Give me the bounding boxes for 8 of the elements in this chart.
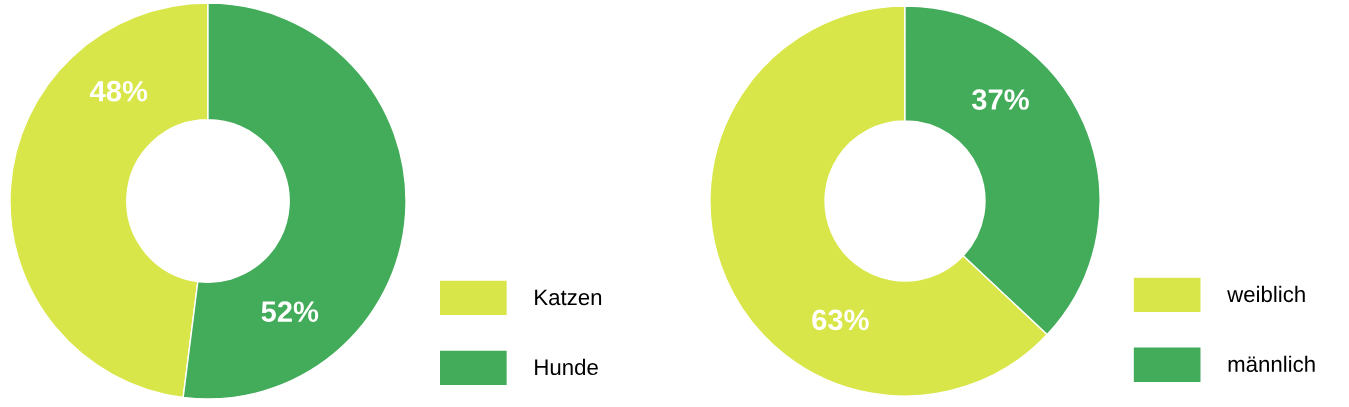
data-label: 37%	[971, 89, 1029, 110]
data-label: 52%	[261, 301, 319, 322]
data-label: 63%	[812, 309, 869, 331]
legend-label: Katzen	[535, 289, 602, 306]
legend-label: weiblich	[1227, 285, 1305, 303]
legend-label: Hunde	[535, 358, 598, 376]
data-label: 48%	[90, 80, 148, 102]
legend-label: männlich	[1228, 355, 1315, 373]
